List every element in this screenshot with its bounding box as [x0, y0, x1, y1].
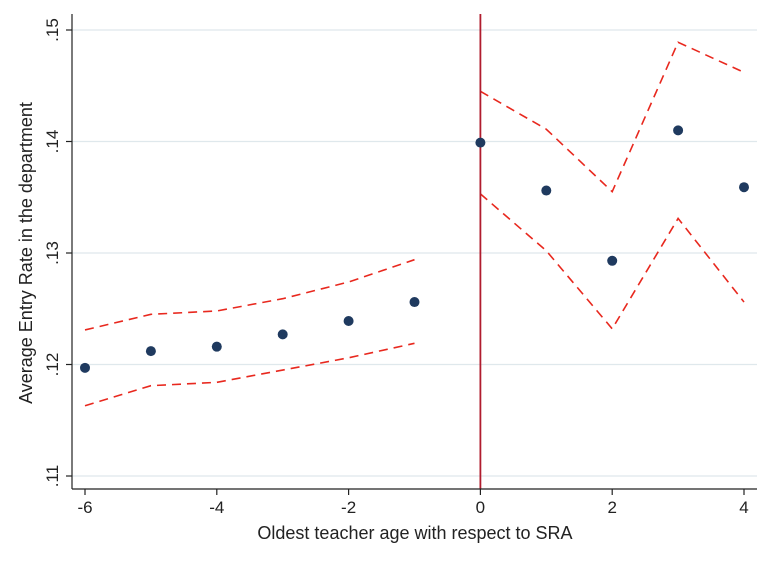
ci-lower-line-1: [479, 193, 745, 331]
data-point-10: [739, 182, 749, 193]
axis-layer: -6 -4 -2 0 2 4 .11 .12 .13 .14 .15: [43, 14, 757, 517]
y-tick-label-4: .15: [43, 18, 62, 42]
grid-layer: [72, 29, 757, 477]
x-axis-title: Oldest teacher age with respect to SRA: [257, 523, 572, 543]
data-point-5: [409, 297, 420, 308]
ci-upper-line-1: [480, 41, 745, 194]
x-tick-label-3: 0: [476, 498, 485, 517]
data-point-2: [211, 341, 222, 352]
data-point-6: [475, 137, 486, 148]
data-point-9: [673, 125, 684, 136]
confidence-band-layer: [84, 41, 745, 407]
y-tick-label-3: .14: [43, 130, 62, 154]
y-tick-label-1: .12: [43, 353, 62, 377]
data-point-0: [80, 362, 90, 373]
x-tick-label-5: 4: [739, 498, 748, 517]
x-tick-label-0: -6: [77, 498, 92, 517]
x-tick-label-4: 2: [607, 498, 616, 517]
x-tick-label-2: -2: [341, 498, 356, 517]
x-tick-label-1: -4: [209, 498, 224, 517]
data-point-1: [145, 346, 156, 357]
data-point-7: [541, 185, 552, 196]
ci-upper-line-0: [84, 258, 415, 331]
y-axis-title: Average Entry Rate in the department: [16, 102, 36, 404]
data-point-3: [277, 329, 288, 340]
y-tick-label-0: .11: [43, 465, 62, 487]
ci-lower-line-0: [84, 342, 415, 407]
data-point-8: [607, 255, 618, 266]
data-point-4: [343, 316, 354, 327]
y-tick-label-2: .13: [43, 241, 62, 265]
point-layer: [80, 125, 749, 373]
